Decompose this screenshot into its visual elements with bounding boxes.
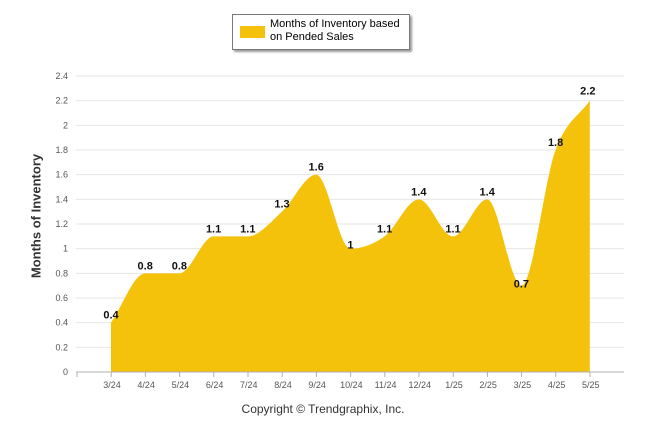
x-tick-label: 10/24	[340, 380, 363, 390]
legend-swatch	[240, 26, 265, 38]
y-axis-title: Months of Inventory	[28, 153, 44, 279]
y-tick-label: 1.4	[55, 194, 68, 204]
data-label: 0.7	[514, 279, 529, 291]
data-label: 1	[347, 240, 353, 252]
x-tick-label: 2/25	[479, 380, 497, 390]
y-tick-label: 0.6	[55, 293, 68, 303]
data-label: 1.1	[240, 223, 255, 235]
data-label: 1.8	[548, 137, 563, 149]
x-tick-label: 4/24	[137, 380, 155, 390]
x-tick-label: 3/24	[103, 380, 121, 390]
copyright-text: Copyright © Trendgraphix, Inc.	[241, 402, 405, 416]
legend-label: Months of Inventory based on Pended Sale…	[270, 18, 400, 43]
x-tick-label: 7/24	[240, 380, 258, 390]
series-area	[111, 100, 590, 373]
y-tick-label: 1.2	[55, 219, 68, 229]
x-tick-label: 6/24	[206, 380, 224, 390]
y-tick-label: 2	[63, 120, 68, 130]
x-axis-ticks: 3/24 4/24 5/24 6/24 7/24 8/24 9/24 10/24 11/24 12…	[76, 372, 600, 390]
x-tick-label: 1/25	[445, 380, 463, 390]
data-label: 1.3	[274, 199, 289, 211]
x-tick-label: 5/24	[172, 380, 190, 390]
data-label: 1.4	[411, 186, 427, 198]
x-tick-label: 9/24	[308, 380, 326, 390]
data-label: 1.6	[309, 162, 324, 174]
x-tick-label: 4/25	[548, 380, 566, 390]
data-label: 0.4	[103, 310, 119, 322]
x-tick-label: 5/25	[582, 380, 600, 390]
data-label: 0.8	[138, 260, 153, 272]
y-tick-label: 1.8	[55, 145, 68, 155]
data-label: 1.1	[445, 223, 460, 235]
y-tick-label: 0.8	[55, 268, 68, 278]
y-tick-label: 0	[63, 367, 68, 377]
legend[interactable]: Months of Inventory based on Pended Sale…	[232, 14, 410, 50]
y-tick-label: 0.2	[55, 342, 68, 352]
x-tick-label: 3/25	[514, 380, 532, 390]
data-label: 1.4	[480, 186, 496, 198]
data-label: 1.1	[377, 223, 392, 235]
y-tick-label: 1.6	[55, 170, 68, 180]
data-label: 2.2	[580, 86, 595, 98]
x-tick-label: 12/24	[409, 380, 432, 390]
y-tick-label: 2.4	[55, 71, 68, 81]
y-tick-label: 0.4	[55, 318, 68, 328]
data-label: 1.1	[206, 223, 221, 235]
y-tick-label: 2.2	[55, 96, 68, 106]
x-tick-label: 8/24	[274, 380, 292, 390]
data-label: 0.8	[172, 260, 187, 272]
x-tick-label: 11/24	[375, 380, 397, 390]
y-tick-label: 1	[63, 244, 68, 254]
y-axis-ticks: 0 0.2 0.4 0.6 0.8 1 1.2 1.4 1.6 1.8 2 2.2 2.4	[55, 71, 68, 377]
data-labels: 0.4 0.8 0.8 1.1 1.1 1.3 1.6 1 1.1 1.4 1.1 1.4 0.7 1.8…	[103, 86, 595, 322]
